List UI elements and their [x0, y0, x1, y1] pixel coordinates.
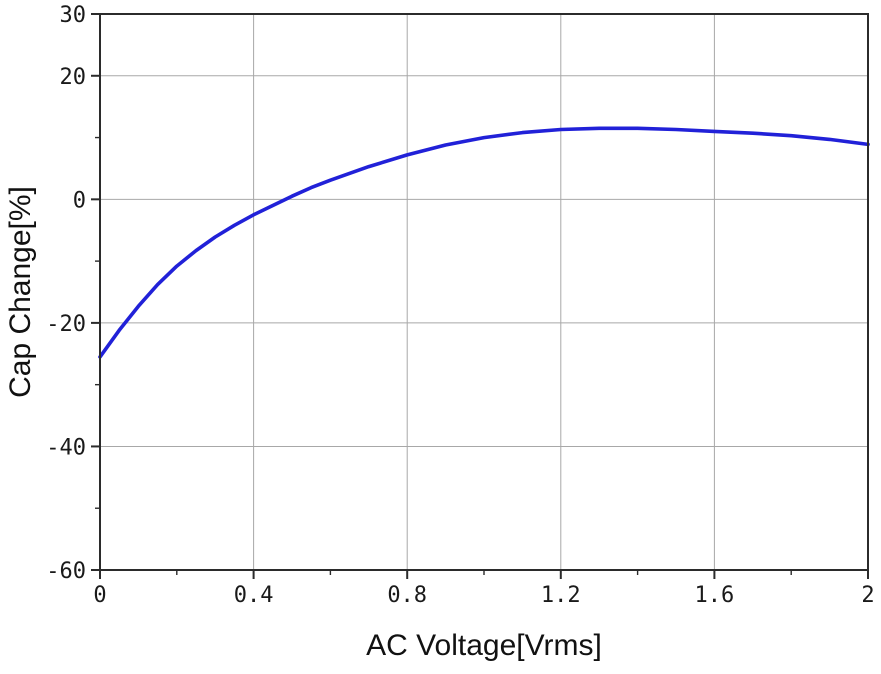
y-tick-label: 20	[60, 65, 87, 90]
x-tick-label: 0	[93, 583, 106, 608]
y-tick-label: 30	[60, 3, 87, 28]
tick-labels: 0 0.4 0.8 1.2 1.6 2 30 20 0 -20 -40 -60	[46, 3, 874, 608]
y-tick-label: -60	[46, 559, 86, 584]
x-tick-label: 1.6	[695, 583, 735, 608]
y-tick-label: 0	[73, 188, 86, 213]
grid-lines	[100, 14, 868, 570]
y-axis-label: Cap Change[%]	[4, 186, 37, 398]
x-axis-label: AC Voltage[Vrms]	[366, 629, 602, 662]
plot-border	[99, 13, 869, 571]
y-tick-label: -40	[46, 435, 86, 460]
x-tick-label: 0.8	[387, 583, 427, 608]
data-line	[98, 126, 870, 359]
plot-frame	[99, 13, 869, 571]
x-tick-label: 2	[861, 583, 874, 608]
axis-ticks	[91, 13, 869, 579]
data-series	[98, 126, 870, 359]
x-tick-label: 1.2	[541, 583, 581, 608]
y-tick-label: -20	[46, 312, 86, 337]
x-tick-label: 0.4	[234, 583, 274, 608]
